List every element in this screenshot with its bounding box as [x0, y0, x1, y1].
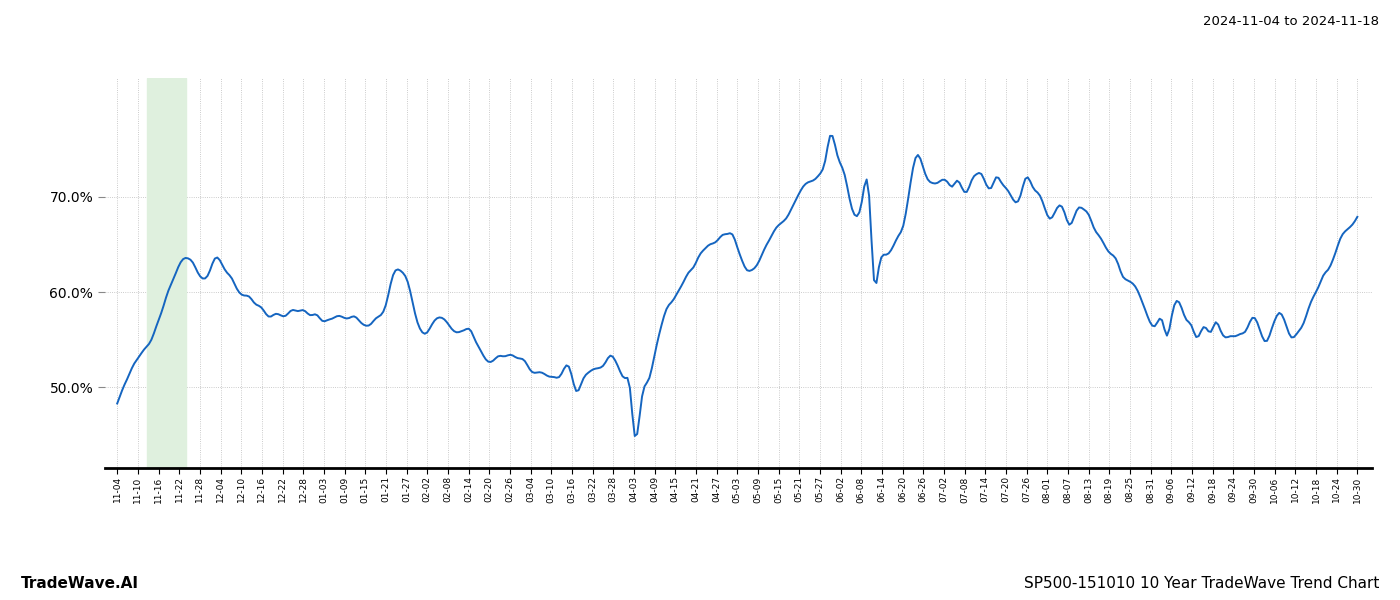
- Text: TradeWave.AI: TradeWave.AI: [21, 576, 139, 591]
- Bar: [147, 78, 186, 468]
- Text: 2024-11-04 to 2024-11-18: 2024-11-04 to 2024-11-18: [1203, 15, 1379, 28]
- Text: SP500-151010 10 Year TradeWave Trend Chart: SP500-151010 10 Year TradeWave Trend Cha…: [1023, 576, 1379, 591]
